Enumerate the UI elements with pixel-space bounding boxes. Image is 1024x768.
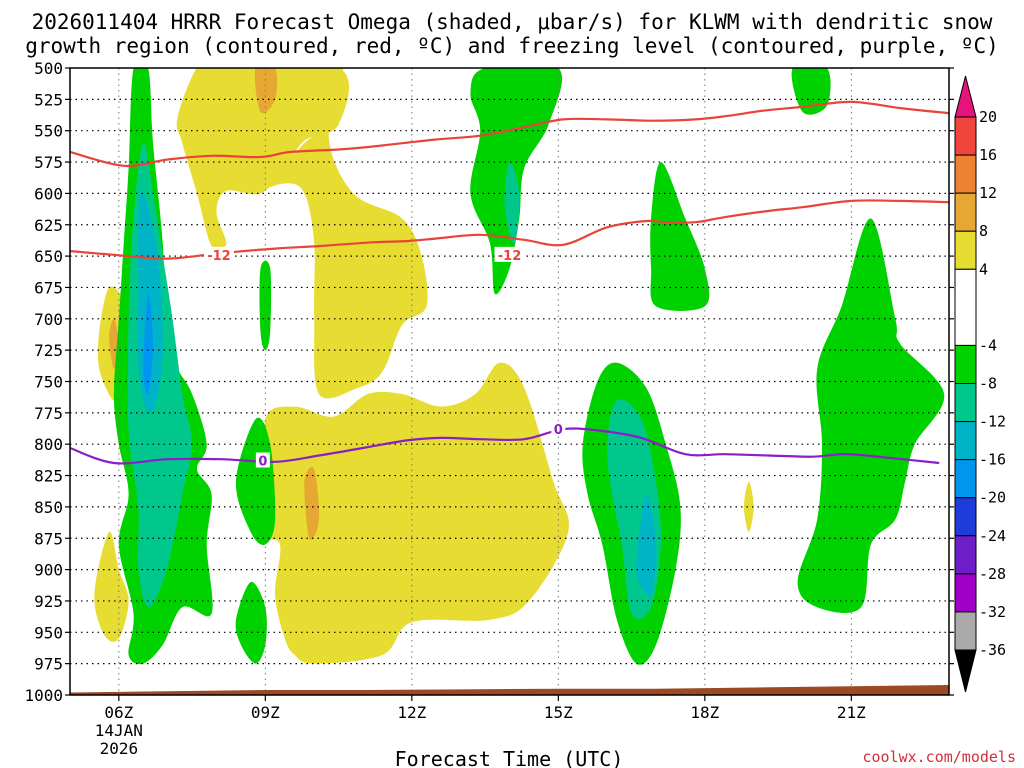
omega-region-teal-upper-center: [504, 161, 520, 244]
omega-region-yellow-small-right: [743, 481, 754, 532]
contour-label-dendritic-lower-isotherm: -12: [207, 249, 231, 264]
colorbar-bin: [954, 383, 977, 423]
y-tick-label: 800: [34, 435, 63, 454]
contour-label-freezing-level: 0: [258, 455, 267, 470]
omega-region-green-right-edge: [797, 218, 945, 613]
y-tick-label: 550: [34, 122, 63, 141]
omega-region-cyan-right-center: [636, 494, 657, 596]
y-tick-label: 950: [34, 623, 63, 642]
colorbar-label: -20: [979, 489, 1006, 507]
colorbar-label: -8: [979, 375, 997, 393]
contour-label-bg: [255, 452, 270, 468]
contour-freezing-level: [70, 427, 940, 465]
colorbar-label: -28: [979, 565, 1006, 583]
y-tick-label: 850: [34, 498, 63, 517]
y-tick-label: 775: [34, 404, 63, 423]
colorbar-label: 8: [979, 222, 988, 240]
omega-region-green-center-left-lower: [235, 417, 276, 546]
colorbar-bin: [954, 154, 977, 194]
colorbar-label: 20: [979, 108, 997, 126]
colorbar-label: -32: [979, 603, 1006, 621]
colorbar-bin: [954, 611, 977, 651]
y-tick-label: 675: [34, 278, 63, 297]
omega-region-orange-top-spot: [254, 68, 278, 114]
omega-region-yellow-far-left-lower: [94, 531, 129, 642]
contour-dendritic-lower-isotherm: [70, 199, 949, 260]
x-tick-label: 09Z: [251, 703, 280, 722]
colorbar-bottom-arrow: [954, 649, 977, 693]
x-axis-label: Forecast Time (UTC): [395, 747, 624, 768]
omega-region-green-right-upper: [650, 162, 710, 311]
x-tick-label: 06Z: [104, 703, 133, 722]
contour-label-bg: [494, 246, 525, 262]
chart-title-line2: growth region (contoured, red, ºC) and f…: [25, 34, 999, 58]
colorbar-label: 4: [979, 260, 988, 278]
x-tick-label: 12Z: [397, 703, 426, 722]
y-tick-label: 625: [34, 216, 63, 235]
colorbar-bin: [954, 497, 977, 537]
surface-terrain-fill: [70, 685, 949, 695]
colorbar-label: -36: [979, 641, 1006, 659]
colorbar-bin: [954, 268, 977, 346]
y-tick-label: 525: [34, 90, 63, 109]
surface-terrain: [70, 685, 949, 695]
y-tick-label: 575: [34, 153, 63, 172]
y-tick-label: 725: [34, 341, 63, 360]
x-tick-label: 15Z: [544, 703, 573, 722]
gridlines: [70, 68, 949, 695]
y-tick-label: 975: [34, 655, 63, 674]
colorbar-label: -24: [979, 527, 1006, 545]
chart-title-line1: 2026011404 HRRR Forecast Omega (shaded, …: [32, 10, 993, 34]
omega-region-yellow-top-left-column: [176, 68, 349, 251]
colorbar-bin: [954, 344, 977, 384]
colorbar-bin: [954, 192, 977, 232]
omega-region-blue-left-core: [143, 293, 153, 395]
colorbar-bin: [954, 459, 977, 499]
omega-region-orange-center-spot: [304, 466, 320, 540]
y-tick-label: 925: [34, 592, 63, 611]
y-tick-label: 650: [34, 247, 63, 266]
omega-region-green-center-left-bottom: [235, 581, 267, 664]
y-tick-label: 875: [34, 529, 63, 548]
contour-label-bg: [203, 246, 234, 262]
colorbar-bin: [954, 573, 977, 613]
omega-region-yellow-center-left-lobe: [260, 362, 569, 664]
contour-label-dendritic-lower-isotherm: -12: [498, 249, 522, 264]
y-tick-label: 600: [34, 184, 63, 203]
colorbar-label: 16: [979, 146, 997, 164]
colorbar-label: -12: [979, 413, 1006, 431]
y-tick-label: 1000: [24, 686, 63, 705]
y-tick-label: 900: [34, 561, 63, 580]
colorbar-legend: 20 16 12 8 4 -4 -8 -12 -16 -20 -24 -28 -32 -36: [954, 75, 1006, 693]
x-tick-label: 18Z: [690, 703, 719, 722]
y-axis: 500 525 550 575 600 625 650 675 700 725 750 775 800 8…: [24, 59, 954, 705]
colorbar-label: -16: [979, 451, 1006, 469]
colorbar-bin: [954, 421, 977, 461]
colorbar-label: -4: [979, 336, 997, 354]
y-tick-label: 500: [34, 59, 63, 78]
y-tick-label: 700: [34, 310, 63, 329]
colorbar-bin: [954, 116, 977, 156]
temperature-contours: -12 -12 0 0: [70, 100, 949, 470]
plot-area: -12 -12 0 0: [70, 68, 949, 695]
y-tick-label: 750: [34, 373, 63, 392]
x-tick-year-label: 2026: [100, 739, 139, 758]
credit-text[interactable]: coolwx.com/models: [862, 748, 1016, 766]
colorbar-bin: [954, 230, 977, 270]
contour-dendritic-upper-isotherm: [70, 100, 949, 168]
omega-region-green-top-right: [791, 68, 831, 115]
x-tick-label: 21Z: [837, 703, 866, 722]
colorbar-bin: [954, 535, 977, 575]
contour-label-bg: [551, 421, 566, 437]
x-tick-date-label: 14JAN: [95, 721, 143, 740]
omega-region-yellow-lower-column: [250, 68, 428, 399]
y-tick-label: 825: [34, 467, 63, 486]
colorbar-label: 12: [979, 184, 997, 202]
contour-label-freezing-level: 0: [554, 423, 563, 438]
